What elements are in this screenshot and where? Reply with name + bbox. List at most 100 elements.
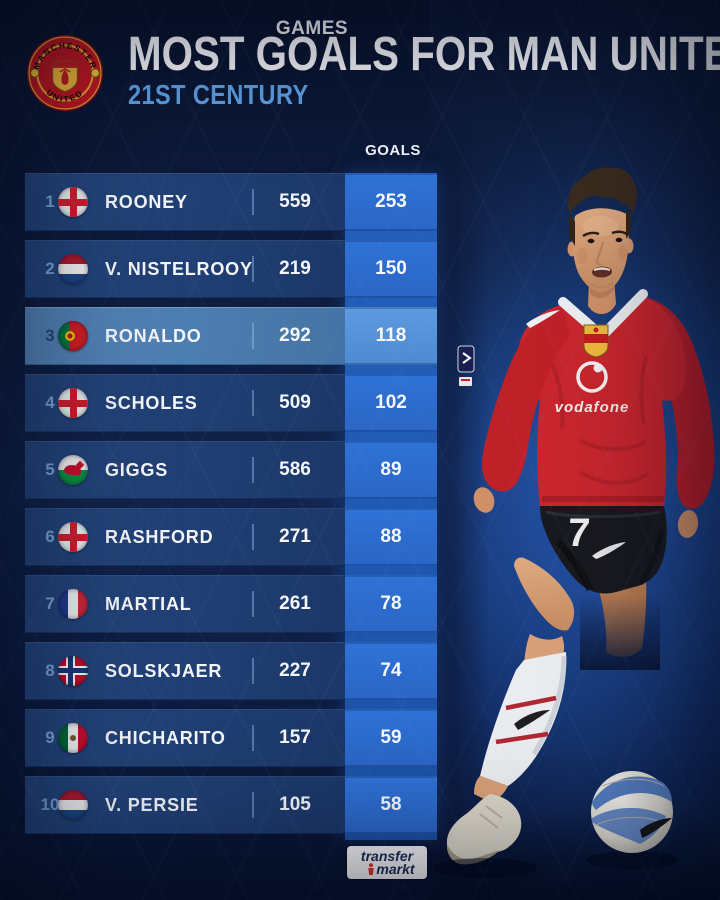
games-value: 105: [279, 794, 311, 815]
player-name: ROONEY: [105, 191, 188, 212]
mexico-flag-icon: [58, 723, 88, 753]
goals-cell: 89: [345, 441, 437, 499]
rank-label: 5: [45, 460, 55, 479]
rank-label: 8: [45, 661, 55, 680]
goals-value: 74: [380, 660, 402, 681]
boot: [446, 794, 522, 862]
player-name: RASHFORD: [105, 526, 214, 547]
shirt-sponsor-text: vodafone: [555, 399, 630, 416]
goals-value: 58: [380, 794, 402, 815]
goals-value: 88: [380, 526, 402, 547]
rank-label: 10: [40, 795, 60, 814]
brand-text-bottom: markt: [367, 862, 415, 876]
rank-label: 4: [45, 393, 55, 412]
football-icon: [591, 771, 673, 853]
player-name: SCHOLES: [105, 392, 198, 413]
ronaldo-head: [567, 167, 638, 292]
nike-swoosh-icon: [526, 310, 560, 328]
games-value: 292: [279, 325, 311, 346]
england-flag-icon: [58, 522, 88, 552]
column-divider: [252, 792, 254, 818]
vodafone-logo-icon: [576, 361, 608, 393]
goals-cell: 102: [345, 374, 437, 432]
goals-cell: 118: [345, 307, 437, 365]
goals-cell: 78: [345, 575, 437, 633]
france-flag-icon: [58, 589, 88, 619]
table-row: 7 MARTIAL 261 78: [25, 575, 437, 633]
rank-label: 6: [45, 527, 55, 546]
goals-value: 59: [380, 727, 402, 748]
games-value: 219: [279, 258, 311, 279]
goals-cell: 58: [345, 776, 437, 834]
player-name: V. PERSIE: [105, 794, 199, 815]
right-hand: [677, 510, 699, 538]
games-value: 261: [279, 593, 311, 614]
player-name: MARTIAL: [105, 593, 192, 614]
column-divider: [252, 256, 254, 282]
table-row: 6 RASHFORD 271 88: [25, 508, 437, 566]
games-value: 227: [279, 660, 311, 681]
club-crest-icon: [583, 324, 609, 358]
player-name: V. NISTELROOY: [105, 258, 253, 279]
rank-label: 2: [45, 259, 55, 278]
column-divider: [252, 457, 254, 483]
games-value: 559: [279, 191, 311, 212]
page-title: MOST GOALS FOR MAN UNITED: [128, 28, 720, 81]
page-subtitle: 21ST CENTURY: [128, 79, 309, 110]
rank-label: 3: [45, 326, 55, 345]
england-flag-icon: [58, 388, 88, 418]
wales-flag-icon: [58, 455, 88, 485]
column-divider: [252, 189, 254, 215]
games-value: 157: [279, 727, 311, 748]
goals-value: 150: [375, 258, 407, 279]
brand-mascot-icon: [368, 863, 375, 875]
rank-label: 7: [45, 594, 55, 613]
column-divider: [252, 390, 254, 416]
netherlands-flag-icon: [58, 790, 88, 820]
goals-cell: 253: [345, 173, 437, 231]
player-name: GIGGS: [105, 459, 169, 480]
left-hand: [473, 487, 495, 513]
table-row: 1 ROONEY 559 253: [25, 173, 437, 231]
column-divider: [252, 524, 254, 550]
column-divider: [252, 591, 254, 617]
goals-cell: 59: [345, 709, 437, 767]
man-united-crest-icon: MANCHESTER UNITED: [27, 35, 103, 111]
player-name: SOLSKJAER: [105, 660, 223, 681]
player-name: CHICHARITO: [105, 727, 226, 748]
games-column-header: GAMES: [275, 18, 349, 39]
transfermarkt-logo: transfer markt: [347, 846, 427, 879]
games-value: 586: [279, 459, 311, 480]
table-row: 9 CHICHARITO 157 59: [25, 709, 437, 767]
shorts: 7: [540, 506, 667, 594]
goals-cell: 150: [345, 240, 437, 298]
rank-label: 9: [45, 728, 55, 747]
goals-value: 102: [375, 392, 407, 413]
ronaldo-photo: vodafone 7: [430, 0, 720, 900]
games-value: 509: [279, 392, 311, 413]
column-divider: [252, 658, 254, 684]
goals-column-header: GOALS: [365, 142, 421, 159]
goals-cell: 88: [345, 508, 437, 566]
column-divider: [252, 323, 254, 349]
netherlands-flag-icon: [58, 254, 88, 284]
table-row: 8 SOLSKJAER 227 74: [25, 642, 437, 700]
shorts-number: 7: [566, 511, 591, 555]
games-value: 271: [279, 526, 311, 547]
england-flag-icon: [58, 187, 88, 217]
lifted-leg: [446, 557, 575, 865]
goals-value: 89: [380, 459, 402, 480]
ronaldo-figure: vodafone 7: [446, 167, 715, 865]
player-name: RONALDO: [105, 325, 202, 346]
goals-value: 253: [375, 191, 407, 212]
goals-value: 78: [380, 593, 402, 614]
norway-flag-icon: [58, 656, 88, 686]
sleeve-badge-icon: [457, 345, 475, 386]
table-row: 10 V. PERSIE 105 58: [25, 776, 437, 834]
table-row: 5 GIGGS 586 89: [25, 441, 437, 499]
goals-cell: 74: [345, 642, 437, 700]
goals-value: 118: [375, 325, 407, 346]
portugal-flag-icon: [58, 321, 88, 351]
table-row: 2 V. NISTELROOY 219 150: [25, 240, 437, 298]
